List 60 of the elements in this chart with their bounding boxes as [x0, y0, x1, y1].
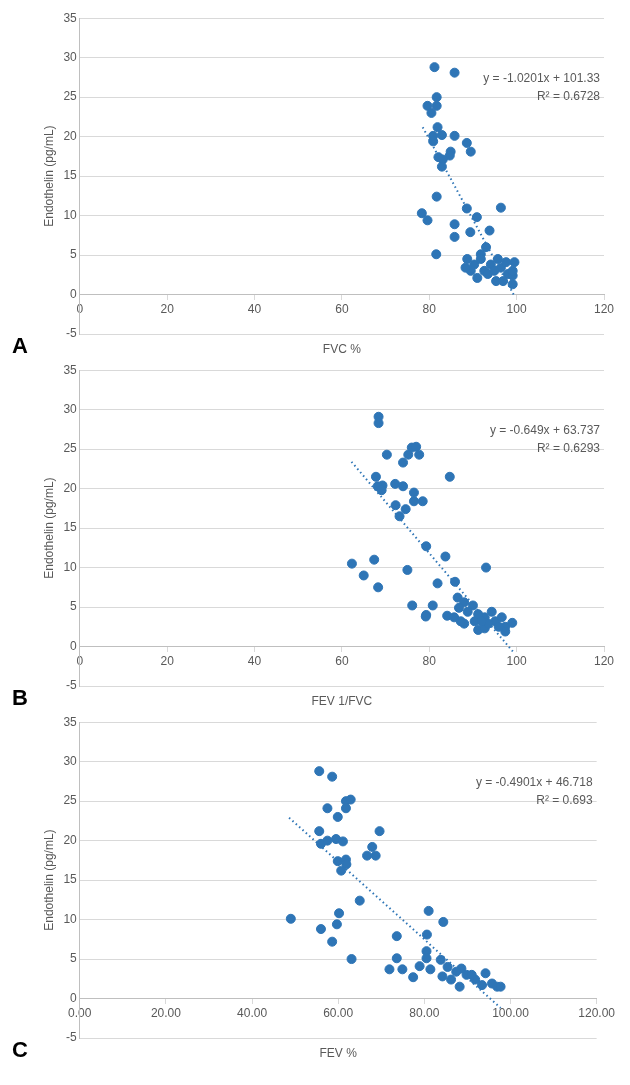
x-tick-label: 80 [422, 654, 437, 669]
x-tick-label: 120 [593, 302, 615, 317]
y-tick-label: 10 [63, 559, 78, 574]
y-axis-title: Endothelin (pg/mL) [41, 125, 56, 227]
y-tick-label: 25 [63, 441, 78, 456]
y-tick-label: 20 [63, 128, 78, 143]
y-tick-label: 5 [70, 247, 78, 262]
y-tick-label: 5 [70, 951, 78, 966]
y-axis-title: Endothelin (pg/mL) [41, 829, 56, 931]
y-tick-label: 20 [63, 832, 78, 847]
x-tick-label: 40 [247, 654, 262, 669]
y-tick-label: 20 [63, 480, 78, 495]
x-tick-label: 40 [247, 302, 262, 317]
y-tick-label: 35 [63, 10, 78, 25]
y-axis-title: Endothelin (pg/mL) [41, 477, 56, 579]
x-tick-label: 120.00 [578, 1006, 616, 1021]
x-tick-label: 80 [422, 302, 437, 317]
y-tick-label: -5 [66, 678, 78, 693]
annotation: R² = 0.6728 [536, 88, 601, 103]
text: A [12, 333, 28, 359]
x-tick-label: 20 [160, 302, 175, 317]
y-tick-label: 15 [63, 520, 78, 535]
y-tick-label: 15 [63, 872, 78, 887]
annotation: y = -0.4901x + 46.718 [475, 774, 593, 789]
y-tick-label: 10 [63, 911, 78, 926]
y-tick-label: 30 [63, 49, 78, 64]
y-tick-label: 35 [63, 714, 78, 729]
x-axis-title: FEV 1/FVC [311, 694, 373, 709]
x-tick-label: 60 [335, 654, 349, 669]
y-tick-label: 10 [63, 207, 78, 222]
y-tick-label: -5 [66, 326, 78, 341]
y-tick-label: 0 [70, 286, 78, 301]
annotation: y = -1.0201x + 101.33 [483, 70, 601, 85]
x-tick-label: 40.00 [237, 1006, 268, 1021]
x-tick-label: 60.00 [323, 1006, 354, 1021]
annotation: y = -0.649x + 63.737 [489, 422, 601, 437]
x-axis-title: FEV % [319, 1046, 358, 1061]
text: C [12, 1037, 28, 1063]
x-tick-label: 20.00 [150, 1006, 182, 1021]
y-tick-label: 25 [63, 793, 78, 808]
y-tick-label: 30 [63, 401, 78, 416]
y-tick-label: 35 [63, 362, 78, 377]
y-tick-label: -5 [66, 1030, 78, 1045]
x-tick-label: 20 [160, 654, 175, 669]
text: B [12, 685, 28, 711]
annotation: R² = 0.693 [536, 792, 593, 807]
y-tick-label: 0 [70, 990, 78, 1005]
y-tick-label: 25 [63, 89, 78, 104]
x-tick-label: 100.00 [492, 1006, 530, 1021]
x-tick-label: 100 [506, 654, 527, 669]
x-tick-label: 60 [335, 302, 349, 317]
x-tick-label: 120 [593, 654, 615, 669]
y-tick-label: 0 [70, 638, 78, 653]
annotation: R² = 0.6293 [536, 440, 601, 455]
y-tick-label: 5 [70, 599, 78, 614]
x-tick-label: 80.00 [409, 1006, 440, 1021]
x-axis-title: FVC % [322, 342, 362, 357]
x-tick-label: 100 [506, 302, 527, 317]
y-tick-label: 30 [63, 753, 78, 768]
y-tick-label: 15 [63, 168, 78, 183]
